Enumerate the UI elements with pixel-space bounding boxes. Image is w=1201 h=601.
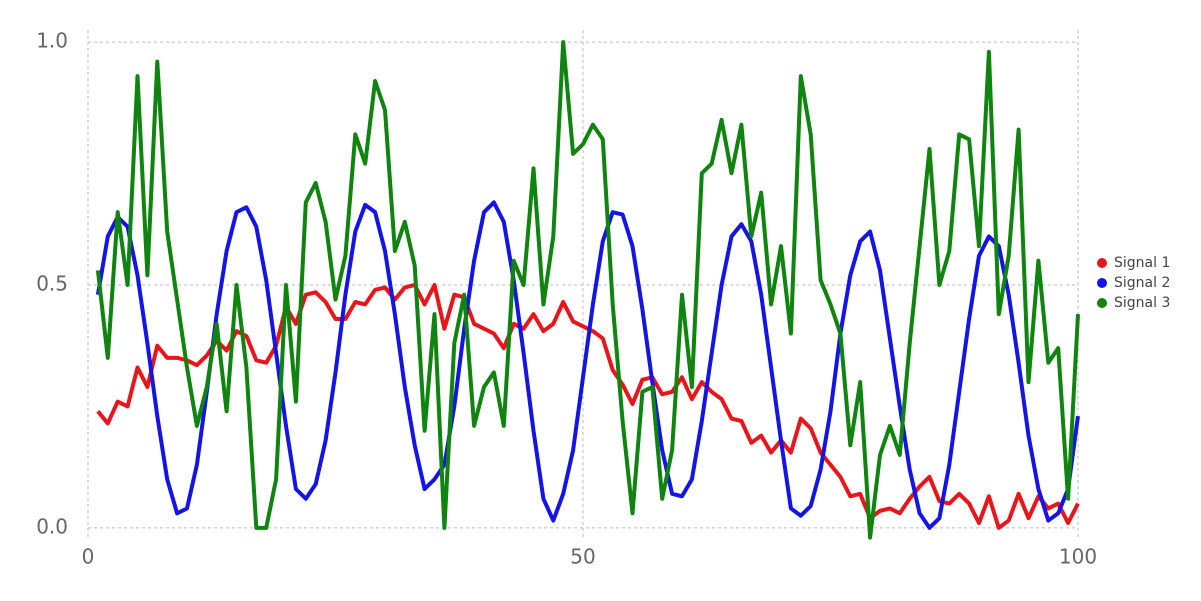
x-tick-label: 50 bbox=[570, 545, 595, 569]
y-tick-label: 0.5 bbox=[36, 272, 68, 296]
series-line bbox=[95, 200, 1080, 530]
legend-label: Signal 3 bbox=[1114, 295, 1170, 311]
legend-marker bbox=[1097, 298, 1107, 308]
series-line bbox=[96, 283, 1080, 530]
y-tick-label: 1.0 bbox=[36, 29, 68, 53]
x-tick-label: 0 bbox=[82, 545, 95, 569]
x-tick-label: 100 bbox=[1059, 545, 1097, 569]
legend-marker bbox=[1097, 278, 1107, 288]
series-line bbox=[95, 40, 1080, 540]
legend-label: Signal 1 bbox=[1114, 255, 1170, 271]
legend-label: Signal 2 bbox=[1114, 275, 1170, 291]
y-tick-label: 0.0 bbox=[36, 514, 68, 538]
legend-marker bbox=[1097, 258, 1107, 268]
